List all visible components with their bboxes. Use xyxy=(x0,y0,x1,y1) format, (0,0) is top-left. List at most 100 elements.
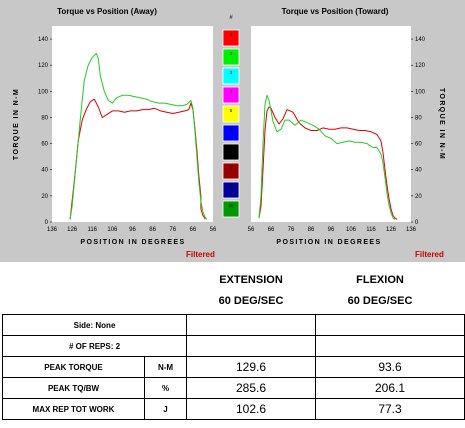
y-tick-label: 20 xyxy=(41,194,48,200)
x-tick-label: 136 xyxy=(406,227,417,233)
swatch-10 xyxy=(222,200,240,218)
series-away xyxy=(69,52,208,220)
filtered-label-away: Filtered xyxy=(186,250,215,259)
x-tick-label: 96 xyxy=(328,227,335,233)
x-tick-label: 96 xyxy=(129,227,136,233)
swatch-number: 1 xyxy=(230,32,233,37)
swatch-2 xyxy=(222,48,240,66)
x-axis-label-toward: POSITION IN DEGREES xyxy=(276,239,381,246)
x-tick-label: 126 xyxy=(67,227,78,233)
extension-value: 102.6 xyxy=(186,398,316,420)
x-ticks-away: 136 126 116 106 96 86 76 66 56 xyxy=(47,227,217,233)
chart-title-away: Torque vs Position (Away) xyxy=(57,7,157,16)
swatch-9 xyxy=(222,181,240,199)
empty-cell xyxy=(186,314,316,336)
swatch-7 xyxy=(222,143,240,161)
extension-speed: 60 DEG/SEC xyxy=(218,295,284,307)
y-tick-label: 60 xyxy=(415,142,422,148)
empty-cell xyxy=(315,314,465,336)
y-tick-label: 0 xyxy=(45,220,49,226)
x-tick-label: 86 xyxy=(149,227,156,233)
y-tick-label: 40 xyxy=(415,168,422,174)
metric-unit: % xyxy=(144,377,187,399)
extension-value: 285.6 xyxy=(186,377,316,399)
table-row: PEAK TORQUE N-M 129.6 93.6 xyxy=(2,356,465,378)
series-line-green-toward xyxy=(258,94,396,220)
swatch-3 xyxy=(222,67,240,85)
y-tick-label: 80 xyxy=(41,115,48,121)
table-row: # OF REPS: 2 xyxy=(2,335,465,357)
y-tick-label: 0 xyxy=(415,220,419,226)
y-tick-label: 20 xyxy=(415,194,422,200)
results-table: Side: None # OF REPS: 2 PEAK TORQUE N-M … xyxy=(2,314,465,420)
metric-label: MAX REP TOT WORK xyxy=(2,398,145,420)
series-line-green-away xyxy=(69,52,208,220)
y-tick-label: 100 xyxy=(38,89,49,95)
swatch-8 xyxy=(222,162,240,180)
reps-cell: # OF REPS: 2 xyxy=(2,335,187,357)
y-axis-label-toward: TORQUE IN N-M xyxy=(438,88,445,160)
flexion-header: FLEXION xyxy=(356,274,404,286)
x-tick-label: 56 xyxy=(210,227,217,233)
y-tick-label: 60 xyxy=(41,142,48,148)
series-line-red-away xyxy=(69,98,206,220)
y-tick-label: 140 xyxy=(38,37,49,43)
x-tick-label: 76 xyxy=(288,227,295,233)
swatch-header: # xyxy=(229,15,233,21)
x-tick-label: 116 xyxy=(366,227,376,233)
metric-unit: J xyxy=(144,398,187,420)
swatch-number: 2 xyxy=(230,51,233,56)
y-tick-label: 100 xyxy=(415,89,426,95)
plot-area-away xyxy=(52,26,213,222)
x-tick-label: 56 xyxy=(248,227,255,233)
empty-cell xyxy=(315,335,465,357)
y-tick-label: 120 xyxy=(38,63,49,69)
swatch-number: 9 xyxy=(230,184,233,189)
swatch-4 xyxy=(222,86,240,104)
x-tick-label: 116 xyxy=(87,227,97,233)
metric-unit: N-M xyxy=(144,356,187,378)
swatch-column: 1 2 3 4 5 6 7 8 9 10 xyxy=(222,29,240,218)
x-tick-label: 106 xyxy=(107,227,118,233)
metric-label: PEAK TORQUE xyxy=(2,356,145,378)
extension-value: 129.6 xyxy=(186,356,316,378)
metric-label: PEAK TQ/BW xyxy=(2,377,145,399)
swatch-number: 3 xyxy=(230,70,233,75)
swatch-5 xyxy=(222,105,240,123)
y-ticks-away: 0 20 40 60 80 100 120 140 xyxy=(38,37,52,226)
swatch-number: 5 xyxy=(230,108,233,113)
table-row: Side: None xyxy=(2,314,465,336)
swatch-number: 7 xyxy=(230,146,233,151)
x-tick-label: 86 xyxy=(308,227,315,233)
x-axis-label-away: POSITION IN DEGREES xyxy=(80,239,185,246)
x-tick-label: 136 xyxy=(47,227,58,233)
y-tick-label: 80 xyxy=(415,115,422,121)
x-tick-label: 106 xyxy=(346,227,357,233)
swatch-number: 4 xyxy=(230,89,233,94)
table-row: MAX REP TOT WORK J 102.6 77.3 xyxy=(2,398,465,420)
series-toward xyxy=(258,94,398,220)
table-row: PEAK TQ/BW % 285.6 206.1 xyxy=(2,377,465,399)
flexion-value: 77.3 xyxy=(315,398,465,420)
y-ticks-toward: 0 20 40 60 80 100 120 140 xyxy=(411,37,426,226)
x-ticks-toward: 56 66 76 86 96 106 116 126 136 xyxy=(248,227,417,233)
plot-area-toward xyxy=(251,26,411,222)
flexion-value: 206.1 xyxy=(315,377,465,399)
swatch-number: 8 xyxy=(230,165,233,170)
flexion-value: 93.6 xyxy=(315,356,465,378)
empty-cell xyxy=(186,335,316,357)
side-cell: Side: None xyxy=(2,314,187,336)
chart-title-toward: Torque vs Position (Toward) xyxy=(282,7,389,16)
swatch-6 xyxy=(222,124,240,142)
swatch-1 xyxy=(222,29,240,47)
x-tick-label: 126 xyxy=(386,227,397,233)
x-tick-label: 66 xyxy=(268,227,275,233)
filtered-label-toward: Filtered xyxy=(415,250,444,259)
y-tick-label: 120 xyxy=(415,63,426,69)
x-tick-label: 76 xyxy=(169,227,176,233)
swatch-number: 10 xyxy=(228,203,234,208)
y-tick-label: 140 xyxy=(415,37,426,43)
chart-panel: Torque vs Position (Away) 02040608010012… xyxy=(0,0,465,262)
flexion-speed: 60 DEG/SEC xyxy=(347,295,413,307)
extension-header: EXTENSION xyxy=(219,274,283,286)
